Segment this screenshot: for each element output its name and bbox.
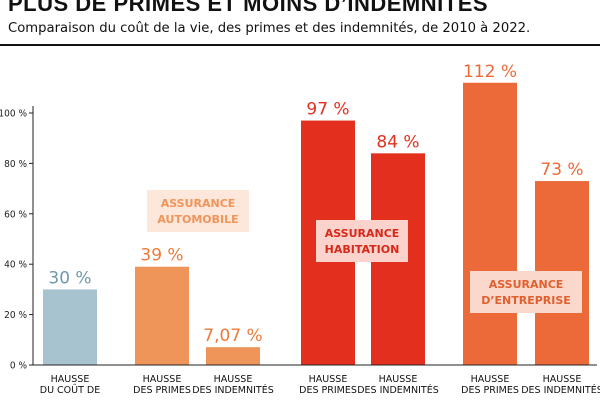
x-category-label: HAUSSE [51,374,90,385]
chart-title: PLUS DE PRIMES ET MOINS D’INDEMNITÉS [8,0,489,16]
y-tick-label: 40 % [4,260,27,271]
value-label: 84 % [376,132,419,152]
x-category-label: HAUSSE [471,374,510,385]
x-category-label: HAUSSE [143,374,182,385]
value-label: 30 % [48,268,91,288]
x-category-label: DES INDEMNITÉS [192,384,274,396]
y-tick-label: 100 % [0,109,27,120]
value-label: 73 % [540,160,583,180]
value-label: 7,07 % [203,326,262,346]
group-label: D’ENTREPRISE [481,294,571,307]
x-category-label: HAUSSE [214,374,253,385]
y-tick-label: 20 % [4,310,27,321]
x-category-label: HAUSSE [543,374,582,385]
group-label: AUTOMOBILE [157,213,238,226]
group-label-box [147,190,249,232]
bar [206,347,260,365]
value-label: 97 % [306,100,349,120]
group-label: HABITATION [325,243,400,256]
header-divider [0,44,600,46]
group-label-box [470,271,582,313]
x-category-label: DU COÛT DE [40,384,101,396]
x-category-label: DES INDEMNITÉS [521,384,600,396]
x-category-label: DES PRIMES [461,385,519,396]
x-category-label: HAUSSE [309,374,348,385]
y-tick-label: 0 % [10,361,28,372]
group-label: ASSURANCE [161,197,236,210]
group-label-box [316,220,408,262]
bar [43,289,97,365]
value-label: 39 % [140,246,183,266]
value-label: 112 % [463,62,517,82]
group-label: ASSURANCE [325,227,400,240]
x-category-label: HAUSSE [379,374,418,385]
y-tick-label: 80 % [4,159,27,170]
bar [463,82,517,365]
x-category-label: DES INDEMNITÉS [357,384,439,396]
x-category-label: DES PRIMES [299,385,357,396]
y-tick-label: 60 % [4,209,27,220]
group-label: ASSURANCE [489,278,564,291]
x-category-label: DES PRIMES [133,385,191,396]
bar [135,266,189,365]
chart-subtitle: Comparaison du coût de la vie, des prime… [8,21,531,36]
